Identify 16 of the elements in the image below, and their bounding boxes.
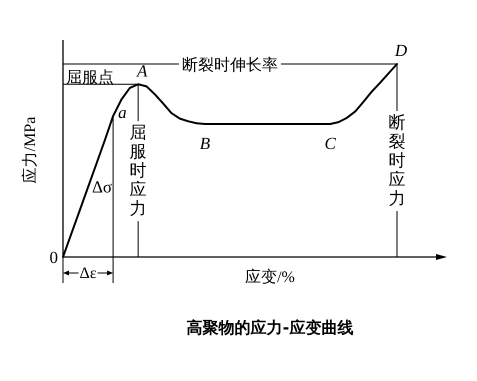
ref-line-label: 断裂时伸长率 [182, 56, 278, 74]
annotation: C [324, 134, 336, 154]
annotation: Δσ [92, 178, 112, 197]
annotation: 断裂时应力 [388, 64, 406, 258]
annotation: Δσ [92, 116, 114, 258]
annotation: 屈服时应力 [130, 123, 147, 218]
x-axis-title: 应变/% [245, 268, 295, 286]
annotation: Δε [62, 256, 114, 284]
annotation: 0 [50, 248, 58, 267]
annotation: D [394, 41, 408, 60]
y-axis-title: 应力/MPa [21, 116, 39, 184]
text: 高聚物的应力-应变曲线 [186, 318, 354, 337]
annotation: B [200, 134, 210, 154]
annotation: 屈服时应力 [130, 84, 147, 258]
annotation: a [118, 103, 127, 122]
annotation: 断裂时应力 [388, 113, 406, 208]
